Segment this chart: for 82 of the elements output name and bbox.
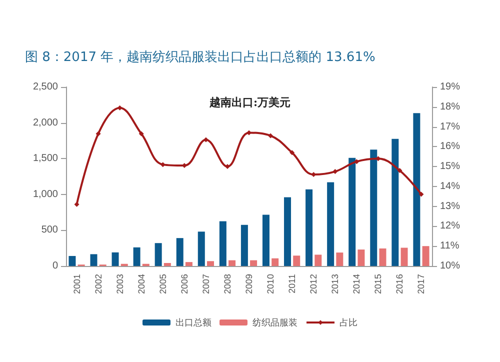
point [117, 105, 122, 110]
y-tick-label: 0 [52, 260, 58, 272]
y2-tick-label: 18% [440, 101, 460, 112]
y2-tick-label: 14% [440, 180, 460, 192]
point [74, 202, 80, 207]
bar [219, 221, 226, 266]
bar [284, 197, 292, 266]
bar [379, 248, 386, 266]
bar [370, 150, 378, 266]
bar [176, 238, 184, 266]
y2-tick-label: 19% [440, 82, 460, 92]
x-tick-label: 2016 [394, 274, 405, 294]
point [354, 159, 360, 164]
y2-tick-label: 15% [440, 161, 460, 172]
bar [198, 232, 205, 266]
x-tick-label: 2008 [222, 274, 232, 294]
point [397, 168, 402, 174]
point [138, 131, 144, 136]
y-tick-label: 500 [41, 224, 58, 236]
point [246, 130, 252, 136]
text: 越南出口:万美元 [208, 96, 291, 109]
x-tick-label: 2010 [266, 274, 276, 294]
x-tick-label: 2003 [114, 274, 125, 294]
x-tick-label: 2015 [373, 274, 384, 294]
bar [206, 261, 214, 266]
y2-tick-label: 17% [440, 121, 460, 132]
point [96, 131, 101, 136]
y2-tick-label: 10% [440, 260, 460, 272]
y-tick-label: 1,500 [32, 153, 58, 164]
bar [314, 254, 322, 266]
point [290, 150, 295, 156]
bar [336, 252, 344, 266]
x-tick-label: 2004 [136, 274, 146, 294]
x-tick-label: 2005 [158, 274, 168, 294]
y-tick-label: 2,000 [32, 117, 58, 128]
chart-title: 图 8：2017 年，越南纺织品服装出口占出口总额的 13.61% [25, 50, 376, 65]
bar [306, 189, 313, 266]
bar [348, 158, 356, 266]
bar [392, 138, 399, 266]
y2-tick-label: 13% [440, 200, 460, 212]
x-tick-label: 2012 [308, 274, 319, 294]
x-tick-label: 2006 [179, 274, 190, 294]
bar [133, 247, 140, 266]
legend-label: 占比 [340, 318, 358, 328]
legend-label: 纺织品服装 [252, 318, 298, 328]
point [224, 164, 230, 170]
bar [358, 250, 365, 266]
point [203, 137, 208, 142]
point [332, 169, 338, 174]
bar [164, 262, 171, 266]
y2-tick-label: 16% [440, 141, 460, 152]
y-tick-label: 2,500 [32, 82, 58, 92]
y-tick-label: 1,000 [32, 188, 58, 200]
bar [68, 256, 76, 266]
bar [422, 246, 430, 266]
y2-tick-label: 11% [440, 240, 460, 252]
bar [112, 252, 119, 266]
point [268, 133, 274, 138]
bar [293, 256, 300, 266]
point [160, 162, 166, 168]
bar [240, 224, 248, 266]
x-tick-label: 2009 [244, 274, 254, 294]
point [418, 192, 424, 197]
x-tick-label: 2002 [93, 274, 104, 294]
bar [228, 260, 236, 266]
bar [154, 243, 162, 266]
x-tick-label: 2017 [416, 274, 426, 294]
bar [250, 260, 258, 266]
y2-tick-label: 12% [440, 220, 460, 232]
bar [327, 182, 334, 266]
x-tick-label: 2007 [200, 274, 211, 294]
legend-label: 出口总额 [176, 318, 212, 328]
x-tick-label: 2011 [287, 274, 298, 294]
bar [262, 214, 270, 266]
x-tick-label: 2014 [352, 274, 362, 294]
x-tick-label: 2013 [330, 274, 340, 294]
bar [185, 262, 192, 266]
bar [90, 254, 98, 266]
bar [413, 113, 420, 266]
bar [272, 258, 279, 266]
x-tick-label: 2001 [72, 274, 82, 294]
bar [400, 248, 408, 266]
